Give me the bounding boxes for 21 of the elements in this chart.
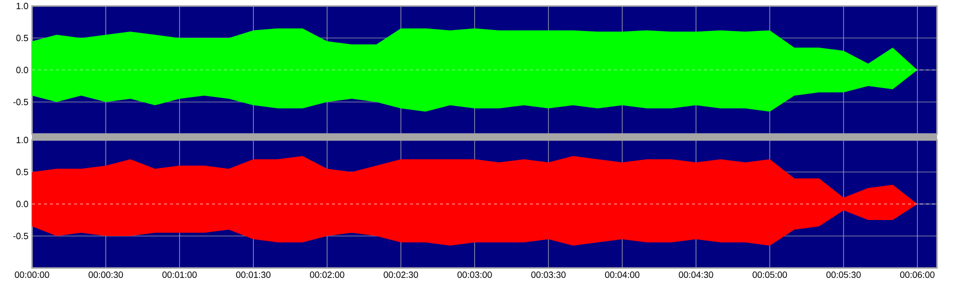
x-tick-label: 00:04:30 bbox=[678, 272, 714, 278]
x-tick-label: 00:06:00 bbox=[900, 272, 934, 278]
y-tick-label: 0.0 bbox=[16, 200, 28, 208]
y-tick-label: 1.0 bbox=[16, 136, 28, 144]
x-tick-label: 00:03:30 bbox=[531, 272, 566, 278]
y-tick-label: -0.5 bbox=[13, 232, 28, 240]
y-tick-label: -0.5 bbox=[13, 98, 28, 106]
x-tick-label: 00:05:30 bbox=[826, 272, 861, 278]
x-tick-label: 00:01:00 bbox=[162, 272, 197, 278]
x-tick-label: 00:03:00 bbox=[457, 272, 492, 278]
y-tick-label: 0.0 bbox=[16, 66, 28, 74]
x-tick-label: 00:04:00 bbox=[605, 272, 640, 278]
y-tick-label: 0.5 bbox=[16, 34, 28, 42]
x-tick-label: 00:00:30 bbox=[88, 272, 123, 278]
x-tick-label: 00:02:00 bbox=[310, 272, 344, 278]
y-tick-label: 0.5 bbox=[16, 168, 28, 176]
x-tick-label: 00:02:30 bbox=[384, 272, 418, 278]
x-tick-label: 00:05:00 bbox=[752, 272, 787, 278]
x-tick-label: 00:01:30 bbox=[236, 272, 270, 278]
x-tick-label: 00:00:00 bbox=[14, 272, 50, 278]
y-tick-label: 1.0 bbox=[16, 2, 28, 10]
